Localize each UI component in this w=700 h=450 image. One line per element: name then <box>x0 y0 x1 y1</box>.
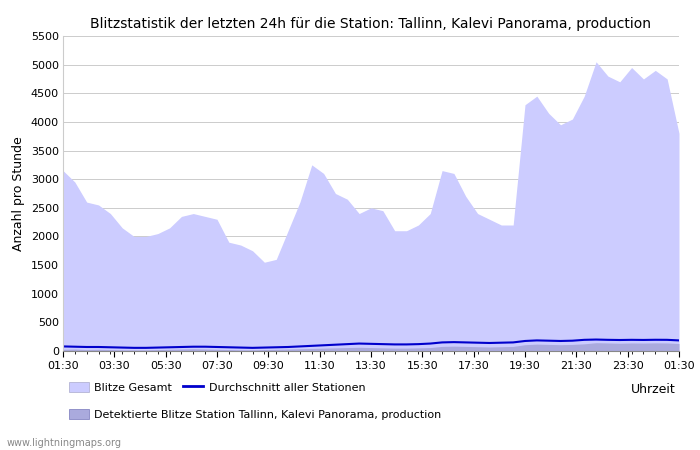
Title: Blitzstatistik der letzten 24h für die Station: Tallinn, Kalevi Panorama, produc: Blitzstatistik der letzten 24h für die S… <box>90 17 652 31</box>
Text: Uhrzeit: Uhrzeit <box>631 383 676 396</box>
Legend: Detektierte Blitze Station Tallinn, Kalevi Panorama, production: Detektierte Blitze Station Tallinn, Kale… <box>69 409 442 420</box>
Legend: Blitze Gesamt, Durchschnitt aller Stationen: Blitze Gesamt, Durchschnitt aller Statio… <box>69 382 365 393</box>
Y-axis label: Anzahl pro Stunde: Anzahl pro Stunde <box>12 136 25 251</box>
Text: www.lightningmaps.org: www.lightningmaps.org <box>7 438 122 448</box>
